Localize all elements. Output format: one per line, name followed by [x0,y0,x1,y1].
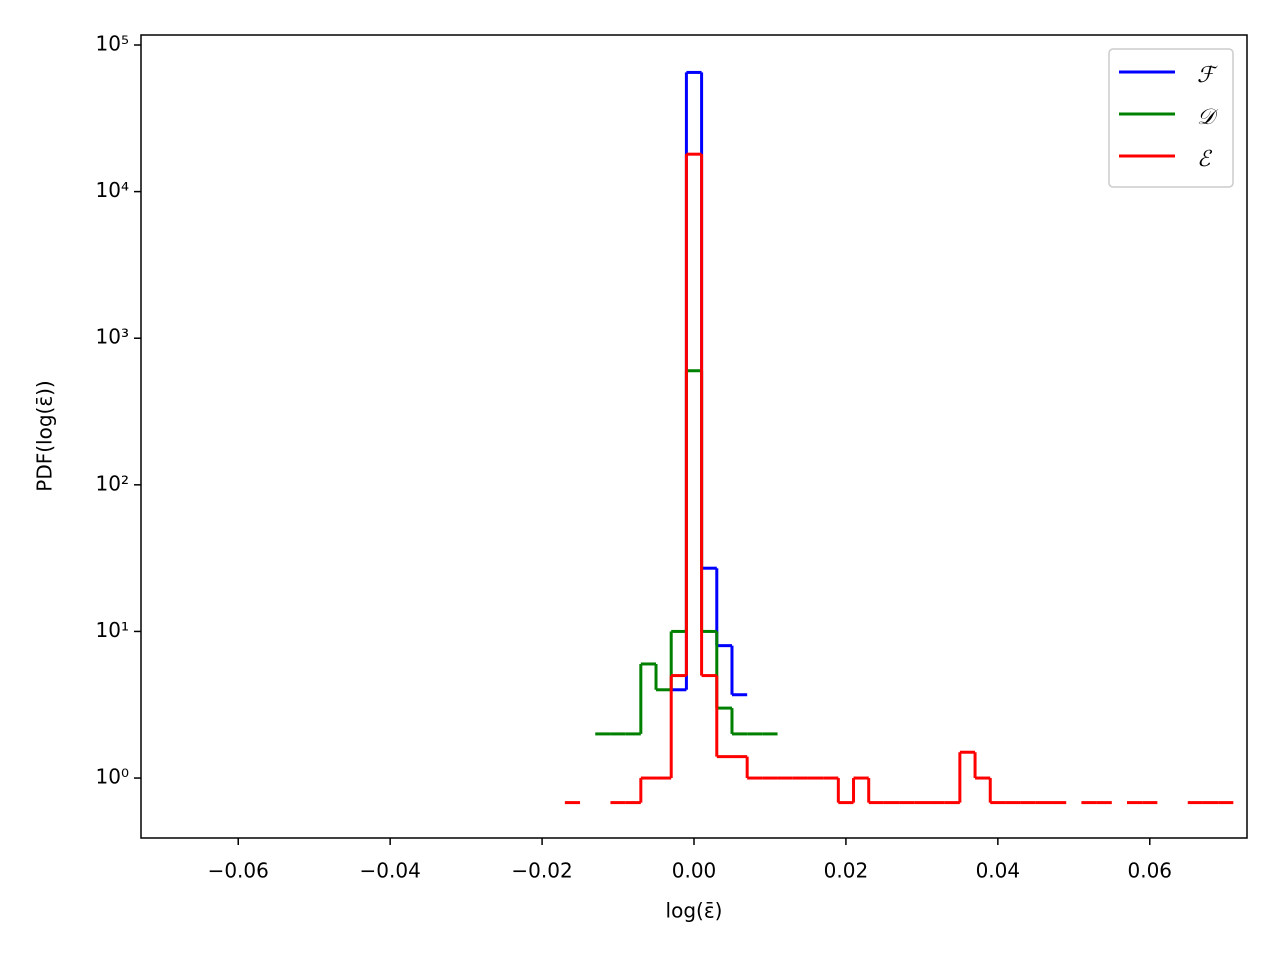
x-axis-label: log(ε̄) [666,899,723,923]
x-tick-label: −0.06 [208,859,269,883]
y-axis-label: PDF(log(ε̄)) [33,380,57,491]
series [671,70,748,697]
y-tick-label: 10⁵ [96,31,129,55]
x-tick-label: −0.04 [360,859,421,883]
y-tick-label: 10³ [96,325,129,349]
y-tick-label: 10² [96,471,129,495]
legend-box [1108,48,1234,188]
x-tick-label: −0.02 [511,859,572,883]
y-tick-label: 10⁴ [96,178,129,202]
x-tick-label: 0.06 [1128,859,1173,883]
y-tick-label: 10⁰ [96,765,129,789]
x-tick-label: 0.04 [976,859,1021,883]
legend-label: ℰ [1197,147,1213,172]
x-tick-label: 0.02 [824,859,869,883]
legend: ℱ𝒟ℰ [1108,48,1234,188]
legend-label: 𝒟 [1197,105,1219,130]
y-tick-label: 10¹ [96,618,129,642]
series [564,152,1234,805]
legend-label: ℱ [1197,63,1218,88]
x-tick-label: 0.00 [672,859,717,883]
